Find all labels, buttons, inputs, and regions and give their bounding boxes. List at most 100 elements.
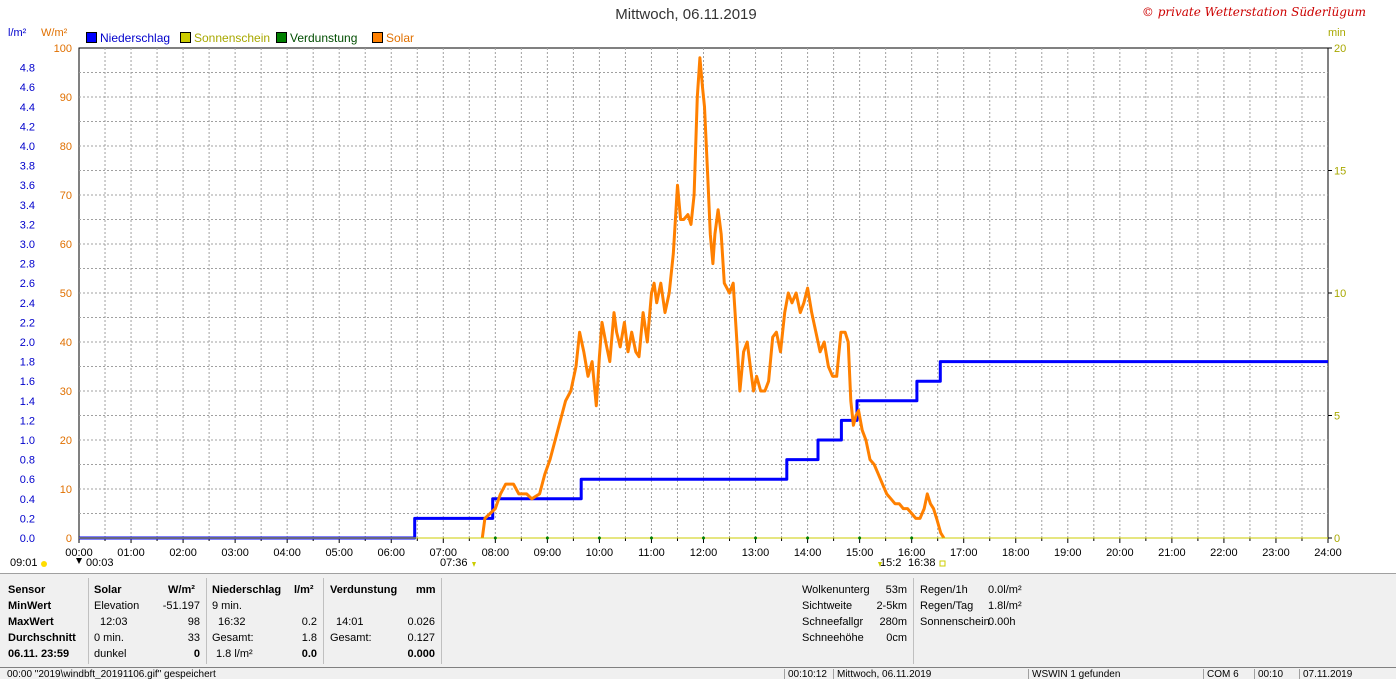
- solar-row-b: 0: [193, 648, 200, 660]
- legend-swatch: [86, 32, 97, 43]
- verdunstung-header: Verdunstung: [330, 584, 398, 596]
- niederschlag-header: Niederschlag: [212, 584, 282, 596]
- x-tick-label: 06:00: [377, 547, 405, 559]
- verdunstung-point: [545, 536, 549, 540]
- panel-separator: [88, 578, 89, 664]
- x-tick-label: 05:00: [325, 547, 353, 559]
- niederschlag-row-a: 1.8 l/m²: [216, 648, 253, 660]
- verdunstung-row-b: 0.127: [407, 632, 435, 644]
- y-tick-label-solar: 40: [60, 337, 72, 349]
- x-tick-label: 00:00: [65, 547, 93, 559]
- y-tick-label-solar: 90: [60, 92, 72, 104]
- sunset-icon: [878, 562, 882, 567]
- y-tick-label-precip: 2.2: [20, 317, 35, 329]
- niederschlag-row-b: 0.0: [301, 648, 317, 660]
- copyright-text: © private Wetterstation Süderlügum: [1141, 5, 1366, 19]
- niederschlag-row-a: 16:32: [218, 616, 246, 628]
- y-tick-label-solar: 80: [60, 141, 72, 153]
- sensor-row-min: MinWert: [8, 600, 52, 612]
- legend-verdunstung[interactable]: Verdunstung: [276, 31, 357, 45]
- verdunstung-point: [493, 536, 497, 540]
- x-tick-label: 17:00: [950, 547, 978, 559]
- solar-row-a: 12:03: [100, 616, 128, 628]
- legend-label: Verdunstung: [290, 31, 358, 45]
- verdunstung-row-b: 0.026: [407, 616, 435, 628]
- y-tick-label-precip: 4.8: [20, 63, 35, 75]
- x-tick-label: 07:00: [430, 547, 458, 559]
- niederschlag-row-a: Gesamt:: [212, 632, 254, 644]
- x-tick-label: 11:00: [638, 547, 665, 559]
- verdunstung-point: [649, 536, 653, 540]
- panel-separator: [323, 578, 324, 664]
- x-tick-label: 09:00: [534, 547, 562, 559]
- status-date: Mittwoch, 06.11.2019: [833, 669, 1027, 679]
- legend-sonnenschein[interactable]: Sonnenschein: [180, 31, 270, 45]
- cloud-label: Schneehöhe: [802, 632, 864, 644]
- status-clock: 00:10: [1254, 669, 1298, 679]
- y-tick-label-solar: 30: [60, 386, 72, 398]
- x-tick-label: 16:00: [898, 547, 926, 559]
- verdunstung-row-a: Gesamt:: [330, 632, 372, 644]
- x-tick-label: 10:00: [586, 547, 614, 559]
- y-tick-label-minutes: 10: [1334, 288, 1346, 300]
- solar-header: Solar: [94, 584, 122, 596]
- cloud-value: 53m: [885, 584, 907, 596]
- x-tick-label: 21:00: [1158, 547, 1186, 559]
- y-tick-label-precip: 1.4: [20, 396, 35, 408]
- solar-row-b: -51.197: [162, 600, 200, 612]
- y-tick-label-precip: 0.0: [20, 533, 35, 545]
- rain-value: 0.00h: [988, 616, 1016, 628]
- x-tick-label: 19:00: [1054, 547, 1082, 559]
- y-tick-label-precip: 1.0: [20, 435, 35, 447]
- x-tick-label: 03:00: [221, 547, 249, 559]
- x-tick-label: 24:00: [1314, 547, 1342, 559]
- verdunstung-unit: mm: [416, 584, 436, 596]
- y-tick-label-solar: 0: [66, 533, 72, 545]
- x-tick-label: 20:00: [1106, 547, 1134, 559]
- x-tick-label: 15:00: [846, 547, 874, 559]
- sensor-header: Sensor: [8, 584, 46, 596]
- cloud-value: 2-5km: [876, 600, 907, 612]
- y-tick-label-precip: 0.8: [20, 455, 35, 467]
- y-tick-label-precip: 3.0: [20, 239, 35, 251]
- legend-solar[interactable]: Solar: [372, 31, 414, 45]
- series-line-niederschlag: [79, 360, 1328, 540]
- legend-label: Niederschlag: [100, 31, 171, 45]
- y-tick-label-minutes: 5: [1334, 411, 1340, 423]
- x-tick-label: 02:00: [169, 547, 197, 559]
- cloud-value: 0cm: [886, 632, 907, 644]
- niederschlag-row-b: 1.8: [301, 632, 317, 644]
- y-tick-label-precip: 4.0: [20, 141, 35, 153]
- cloud-label: Wolkenunterg: [802, 584, 870, 596]
- y-tick-label-solar: 50: [60, 288, 72, 300]
- sunset-box-icon: [939, 560, 946, 567]
- y-tick-label-minutes: 0: [1334, 533, 1340, 545]
- min-marker-icon: [76, 558, 82, 564]
- legend-label: Solar: [386, 31, 415, 45]
- legend-swatch: [180, 32, 191, 43]
- legend-label: Sonnenschein: [194, 31, 271, 45]
- y-tick-label-precip: 4.6: [20, 82, 35, 94]
- x-tick-label: 08:00: [482, 547, 510, 559]
- chart-title: Mittwoch, 06.11.2019: [615, 6, 757, 23]
- unit-minutes: min: [1328, 27, 1346, 39]
- series-line-solar: [480, 56, 946, 539]
- sunset-label-a: 15:2: [880, 557, 902, 569]
- unit-solar: W/m²: [41, 27, 68, 39]
- x-tick-label: 22:00: [1210, 547, 1238, 559]
- y-tick-label-precip: 2.4: [20, 298, 35, 310]
- legend-swatch: [276, 32, 287, 43]
- x-tick-label: 18:00: [1002, 547, 1030, 559]
- y-tick-label-precip: 3.8: [20, 161, 35, 173]
- status-com: COM 6: [1203, 669, 1253, 679]
- status-bar: 00:00 "2019\windbft_20191106.gif" gespei…: [0, 667, 1396, 679]
- y-tick-label-solar: 100: [54, 43, 72, 55]
- y-tick-label-precip: 0.4: [20, 494, 35, 506]
- y-tick-label-precip: 4.2: [20, 121, 35, 133]
- y-tick-label-precip: 2.0: [20, 337, 35, 349]
- x-tick-label: 04:00: [273, 547, 301, 559]
- solar-row-b: 98: [187, 616, 200, 628]
- verdunstung-point: [754, 536, 758, 540]
- legend-niederschlag[interactable]: Niederschlag: [86, 31, 170, 45]
- y-tick-label-precip: 4.4: [20, 102, 35, 114]
